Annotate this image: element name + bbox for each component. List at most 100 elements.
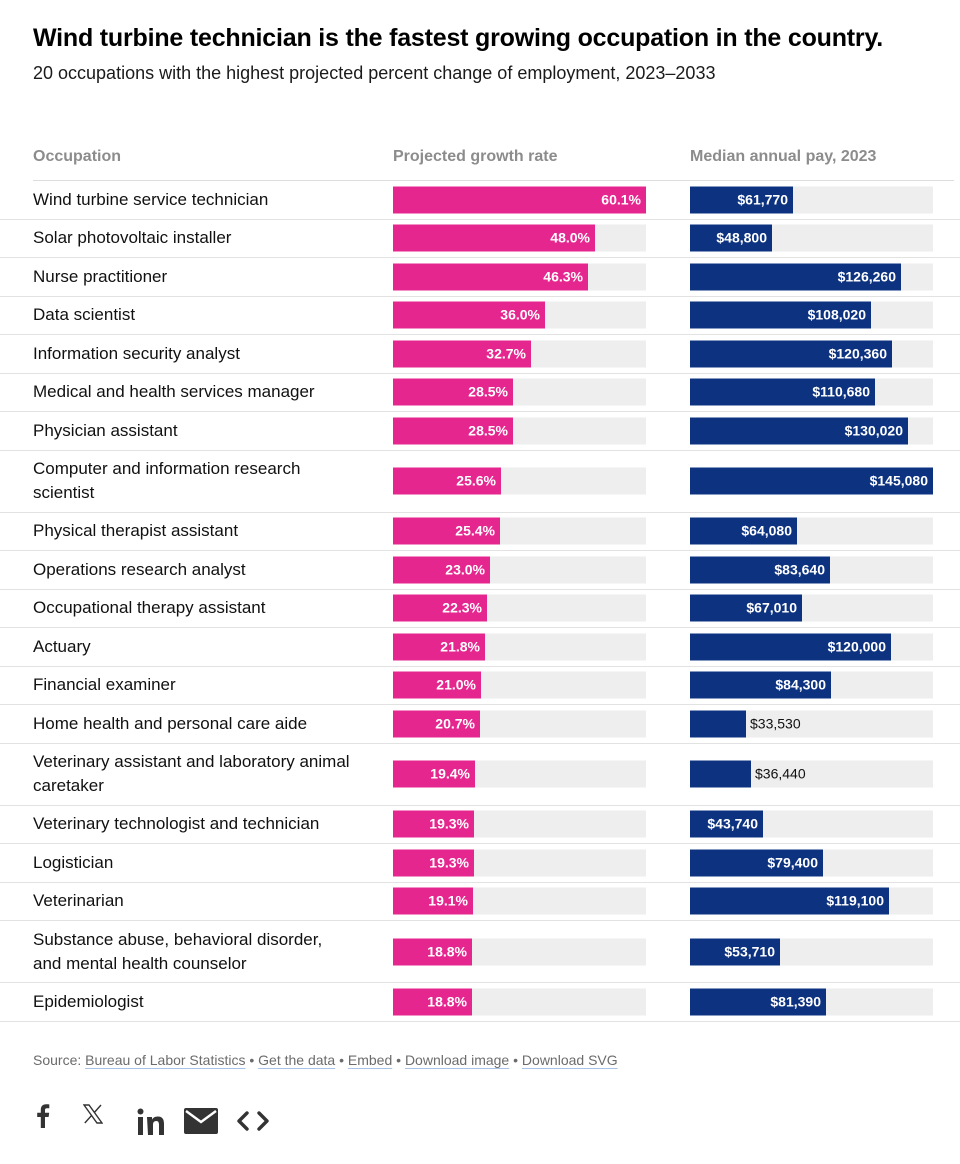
growth-track: 21.0%: [393, 671, 646, 699]
growth-track: 19.3%: [393, 849, 646, 877]
pay-value-label: $120,000: [827, 638, 886, 655]
occupation-label: Actuary: [33, 636, 91, 656]
growth-track: 25.4%: [393, 517, 646, 545]
growth-value-label: 22.3%: [442, 599, 482, 616]
pay-bar: [690, 186, 793, 214]
pay-track: $145,080: [690, 467, 933, 495]
growth-value-label: 28.5%: [468, 383, 508, 400]
occupation-label: Logistician: [33, 852, 114, 872]
pay-track: $43,740: [690, 810, 933, 838]
pay-track: $110,680: [690, 378, 933, 406]
source-link-bls[interactable]: Bureau of Labor Statistics: [85, 1052, 246, 1068]
pay-track: $84,300: [690, 671, 933, 699]
occupation-label: Physical therapist assistant: [33, 521, 239, 541]
growth-track: 36.0%: [393, 301, 646, 329]
pay-track: $61,770: [690, 186, 933, 214]
embed-link[interactable]: Embed: [347, 1052, 393, 1068]
chart-title: Wind turbine technician is the fastest g…: [33, 24, 884, 52]
occupation-label: Nurse practitioner: [33, 266, 168, 286]
pay-bar: [690, 988, 826, 1016]
growth-value-label: 19.4%: [430, 765, 470, 782]
table-row: Medical and health services manager 28.5%…: [0, 374, 960, 412]
source-line: Source: Bureau of Labor Statistics • Get…: [33, 1052, 618, 1068]
growth-bar: [393, 810, 474, 838]
growth-value-label: 46.3%: [543, 268, 583, 285]
pay-bar: [690, 887, 889, 915]
column-header-occupation: Occupation: [33, 148, 122, 165]
growth-bar: [393, 467, 501, 495]
occupation-label: Occupational therapy assistant: [33, 598, 266, 618]
growth-bar: [393, 517, 500, 545]
growth-bar: [393, 849, 474, 877]
separator: •: [249, 1052, 255, 1068]
pay-bar: [690, 378, 875, 406]
growth-track: 46.3%: [393, 263, 646, 291]
growth-track: 48.0%: [393, 224, 646, 252]
growth-track: 19.3%: [393, 810, 646, 838]
pay-bar: [690, 417, 908, 445]
pay-value-label: $119,100: [826, 892, 884, 909]
growth-track: 60.1%: [393, 186, 646, 214]
chart-table: Wind turbine service technician 60.1% $61,…: [0, 181, 960, 1022]
table-row: Information security analyst 32.7% $120,36…: [0, 335, 960, 374]
pay-value-label: $64,080: [741, 522, 792, 539]
table-row: Physical therapist assistant 25.4% $64,080: [0, 513, 960, 551]
growth-value-label: 23.0%: [445, 561, 485, 578]
pay-value-label: $43,740: [707, 815, 758, 832]
pay-track: $67,010: [690, 594, 933, 622]
x-icon[interactable]: [83, 1104, 103, 1124]
pay-bar: [690, 263, 901, 291]
pay-bar: [690, 633, 891, 661]
pay-value-label: $130,020: [844, 422, 903, 439]
growth-bar: [393, 301, 545, 329]
growth-track: 20.7%: [393, 710, 646, 738]
table-row: Nurse practitioner 46.3% $126,260: [0, 258, 960, 297]
column-header-pay: Median annual pay, 2023: [690, 148, 877, 165]
table-row: Data scientist 36.0% $108,020: [0, 297, 960, 335]
pay-track: $53,710: [690, 938, 933, 965]
download-image-link[interactable]: Download image: [404, 1052, 510, 1068]
linkedin-icon[interactable]: [137, 1108, 167, 1136]
pay-track: $120,360: [690, 340, 933, 368]
email-icon[interactable]: [184, 1108, 218, 1134]
table-row: Wind turbine service technician 60.1% $61,…: [0, 181, 960, 220]
growth-track: 28.5%: [393, 378, 646, 406]
pay-bar: [690, 594, 802, 622]
growth-track: 22.3%: [393, 594, 646, 622]
growth-track: 19.1%: [393, 887, 646, 915]
growth-track: 18.8%: [393, 988, 646, 1016]
occupation-label: Epidemiologist: [33, 991, 144, 1011]
pay-value-label: $48,800: [716, 229, 767, 246]
facebook-icon[interactable]: [36, 1104, 50, 1128]
get-data-link[interactable]: Get the data: [258, 1052, 336, 1068]
growth-value-label: 18.8%: [427, 943, 467, 959]
pay-value-label: $145,080: [869, 472, 928, 489]
source-prefix: Source:: [33, 1052, 82, 1068]
growth-value-label: 19.3%: [429, 815, 469, 832]
occupation-label: Wind turbine service technician: [33, 189, 269, 209]
pay-value-label: $67,010: [746, 599, 797, 616]
pay-bar: [690, 301, 871, 329]
pay-track: $120,000: [690, 633, 933, 661]
pay-value-label: $84,300: [775, 676, 826, 693]
pay-bar: [690, 760, 751, 788]
pay-track: $64,080: [690, 517, 933, 545]
occupation-label: Substance abuse, behavioral disorder, an…: [33, 929, 323, 973]
table-row: Veterinarian 19.1% $119,100: [0, 883, 960, 921]
pay-bar: [690, 517, 797, 545]
growth-value-label: 21.8%: [440, 638, 480, 655]
table-row: Actuary 21.8% $120,000: [0, 628, 960, 667]
table-row: Logistician 19.3% $79,400: [0, 844, 960, 883]
download-svg-link[interactable]: Download SVG: [521, 1052, 618, 1068]
pay-value-label: $83,640: [774, 561, 825, 578]
chart-subtitle: 20 occupations with the highest projecte…: [33, 63, 716, 83]
table-row: Epidemiologist 18.8% $81,390: [0, 983, 960, 1022]
occupation-label: Veterinary technologist and technician: [33, 814, 320, 834]
separator: •: [339, 1052, 344, 1068]
pay-value-label: $36,440: [755, 765, 806, 782]
pay-value-label: $110,680: [812, 383, 870, 400]
occupation-label: Information security analyst: [33, 343, 240, 363]
embed-code-icon[interactable]: [236, 1111, 270, 1131]
pay-track: $83,640: [690, 556, 933, 584]
pay-bar: [690, 849, 823, 877]
